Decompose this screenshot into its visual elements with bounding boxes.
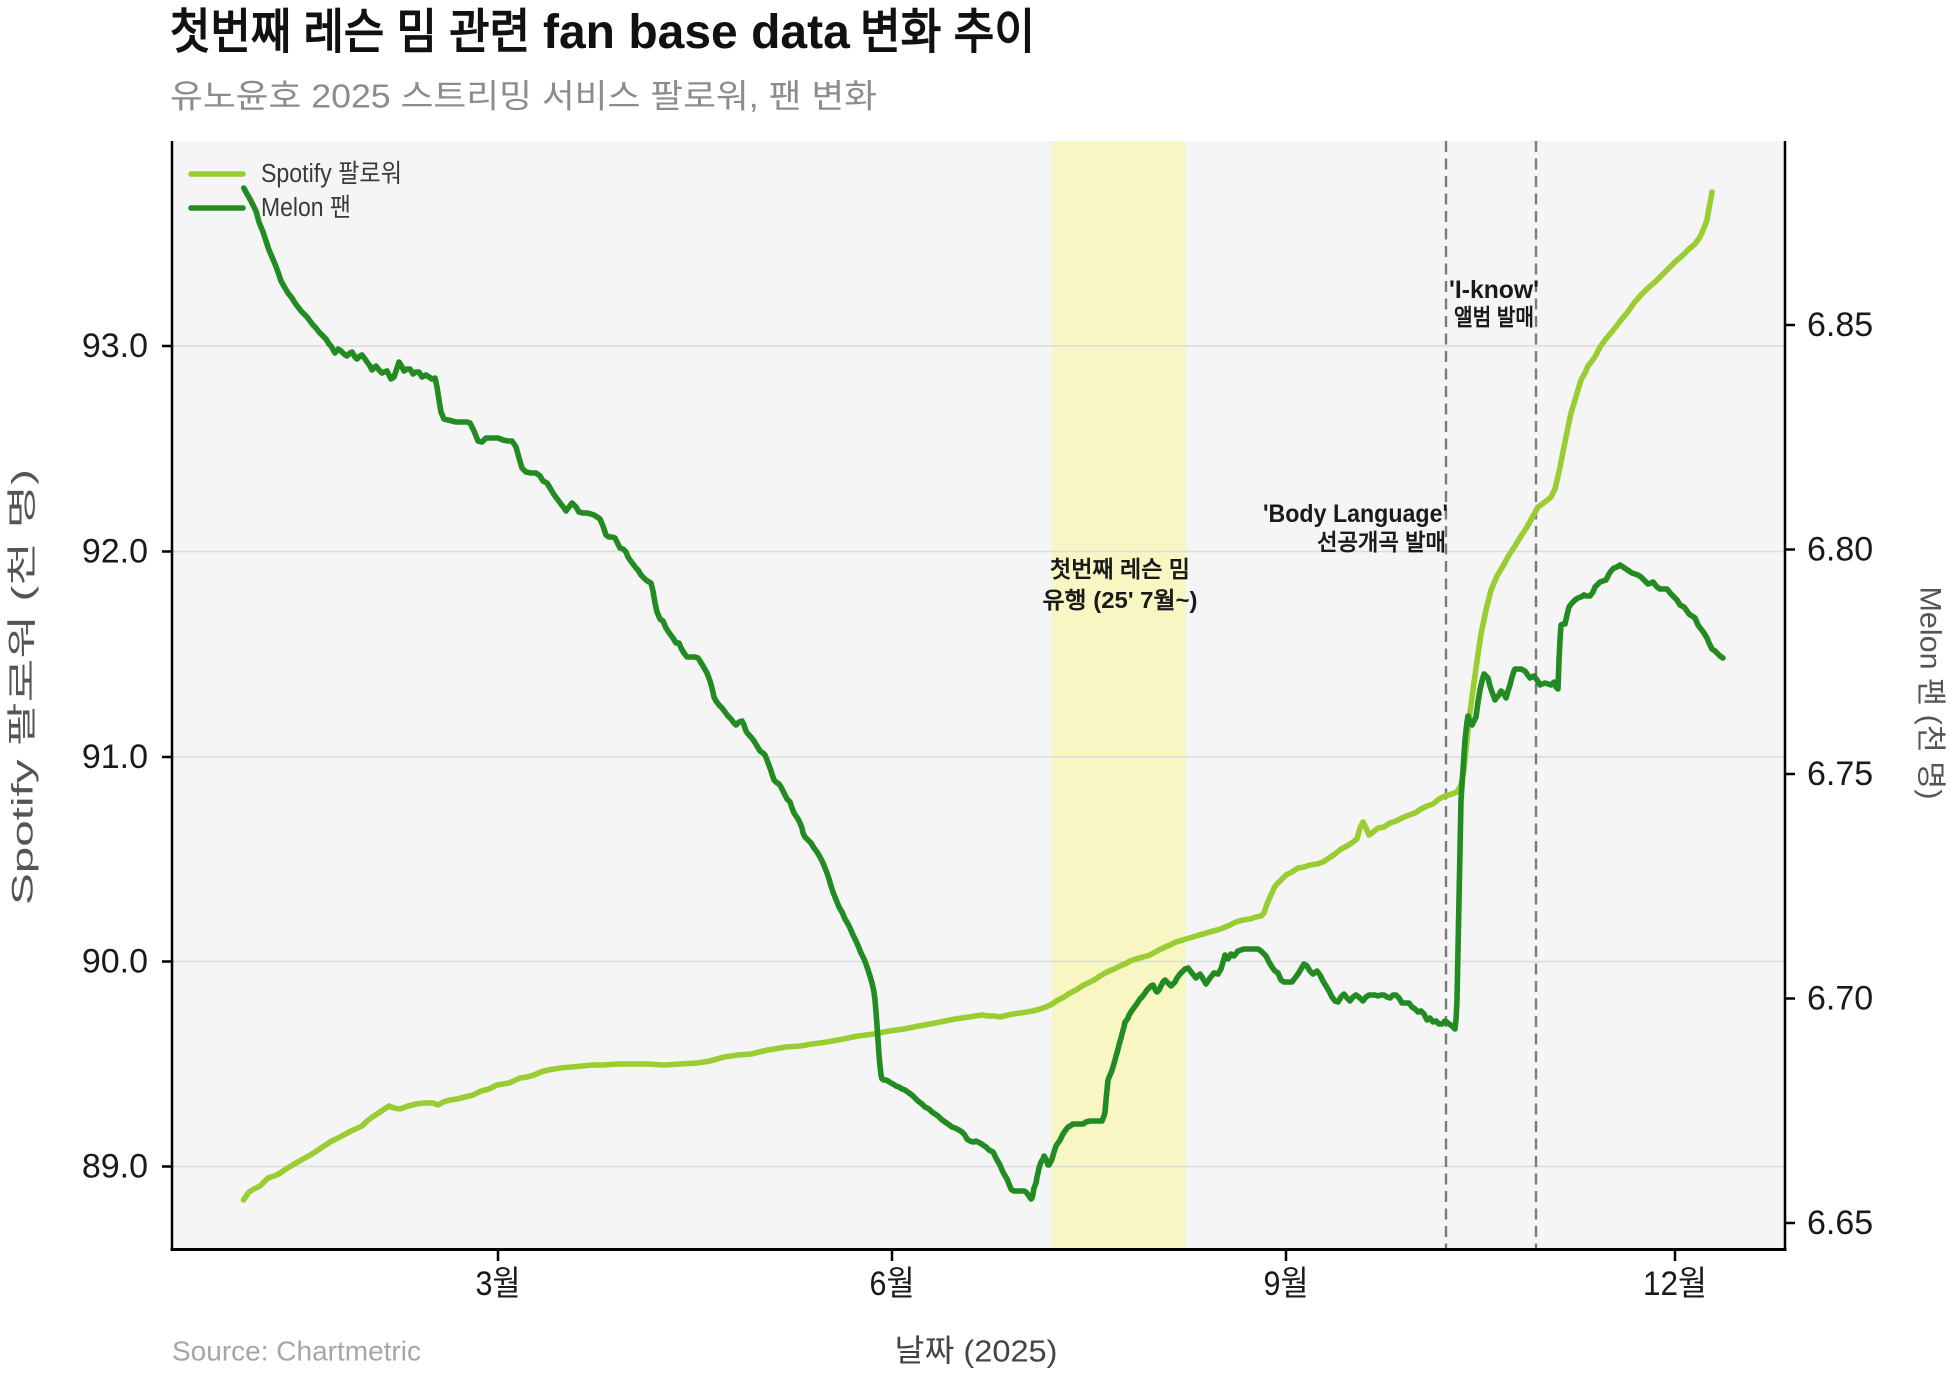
svg-text:유행 (25' 7월~): 유행 (25' 7월~) — [1043, 587, 1198, 613]
svg-text:변화 추이: 변화 추이 — [860, 6, 1035, 59]
svg-text:첫번째 레슨 밈: 첫번째 레슨 밈 — [1050, 556, 1190, 582]
svg-text:첫번째 레슨 밈 관련: 첫번째 레슨 밈 관련 — [170, 6, 530, 59]
svg-text:6.85: 6.85 — [1807, 306, 1873, 344]
svg-text:앨범 발매: 앨범 발매 — [1454, 304, 1534, 330]
svg-text:9월: 9월 — [1264, 1265, 1309, 1303]
svg-text:fan base data: fan base data — [543, 6, 850, 59]
svg-text:6.75: 6.75 — [1807, 755, 1873, 793]
svg-text:선공개곡 발매: 선공개곡 발매 — [1317, 529, 1446, 555]
svg-text:6월: 6월 — [870, 1265, 915, 1303]
svg-text:91.0: 91.0 — [82, 738, 148, 776]
svg-text:93.0: 93.0 — [82, 327, 148, 365]
svg-text:6.65: 6.65 — [1807, 1204, 1873, 1242]
svg-text:90.0: 90.0 — [82, 943, 148, 981]
svg-text:Spotify 팔로워: Spotify 팔로워 — [261, 160, 402, 188]
svg-text:92.0: 92.0 — [82, 533, 148, 571]
svg-text:'Body Language': 'Body Language' — [1263, 500, 1448, 528]
svg-text:날짜 (2025): 날짜 (2025) — [895, 1334, 1058, 1369]
svg-text:Source: Chartmetric: Source: Chartmetric — [172, 1336, 421, 1367]
svg-text:'I-know': 'I-know' — [1449, 276, 1539, 304]
svg-text:6.70: 6.70 — [1807, 980, 1873, 1018]
svg-text:6.80: 6.80 — [1807, 531, 1873, 569]
svg-text:12월: 12월 — [1643, 1265, 1707, 1303]
svg-text:Melon 팬: Melon 팬 — [261, 194, 351, 222]
svg-text:Spotify 팔로워 (천 명): Spotify 팔로워 (천 명) — [7, 469, 40, 905]
svg-text:Melon 팬 (천 명): Melon 팬 (천 명) — [1914, 587, 1947, 800]
svg-text:89.0: 89.0 — [82, 1148, 148, 1186]
svg-text:유노윤호 2025 스트리밍 서비스 팔로워, 팬 변화: 유노윤호 2025 스트리밍 서비스 팔로워, 팬 변화 — [170, 78, 877, 115]
svg-text:3월: 3월 — [476, 1265, 521, 1303]
